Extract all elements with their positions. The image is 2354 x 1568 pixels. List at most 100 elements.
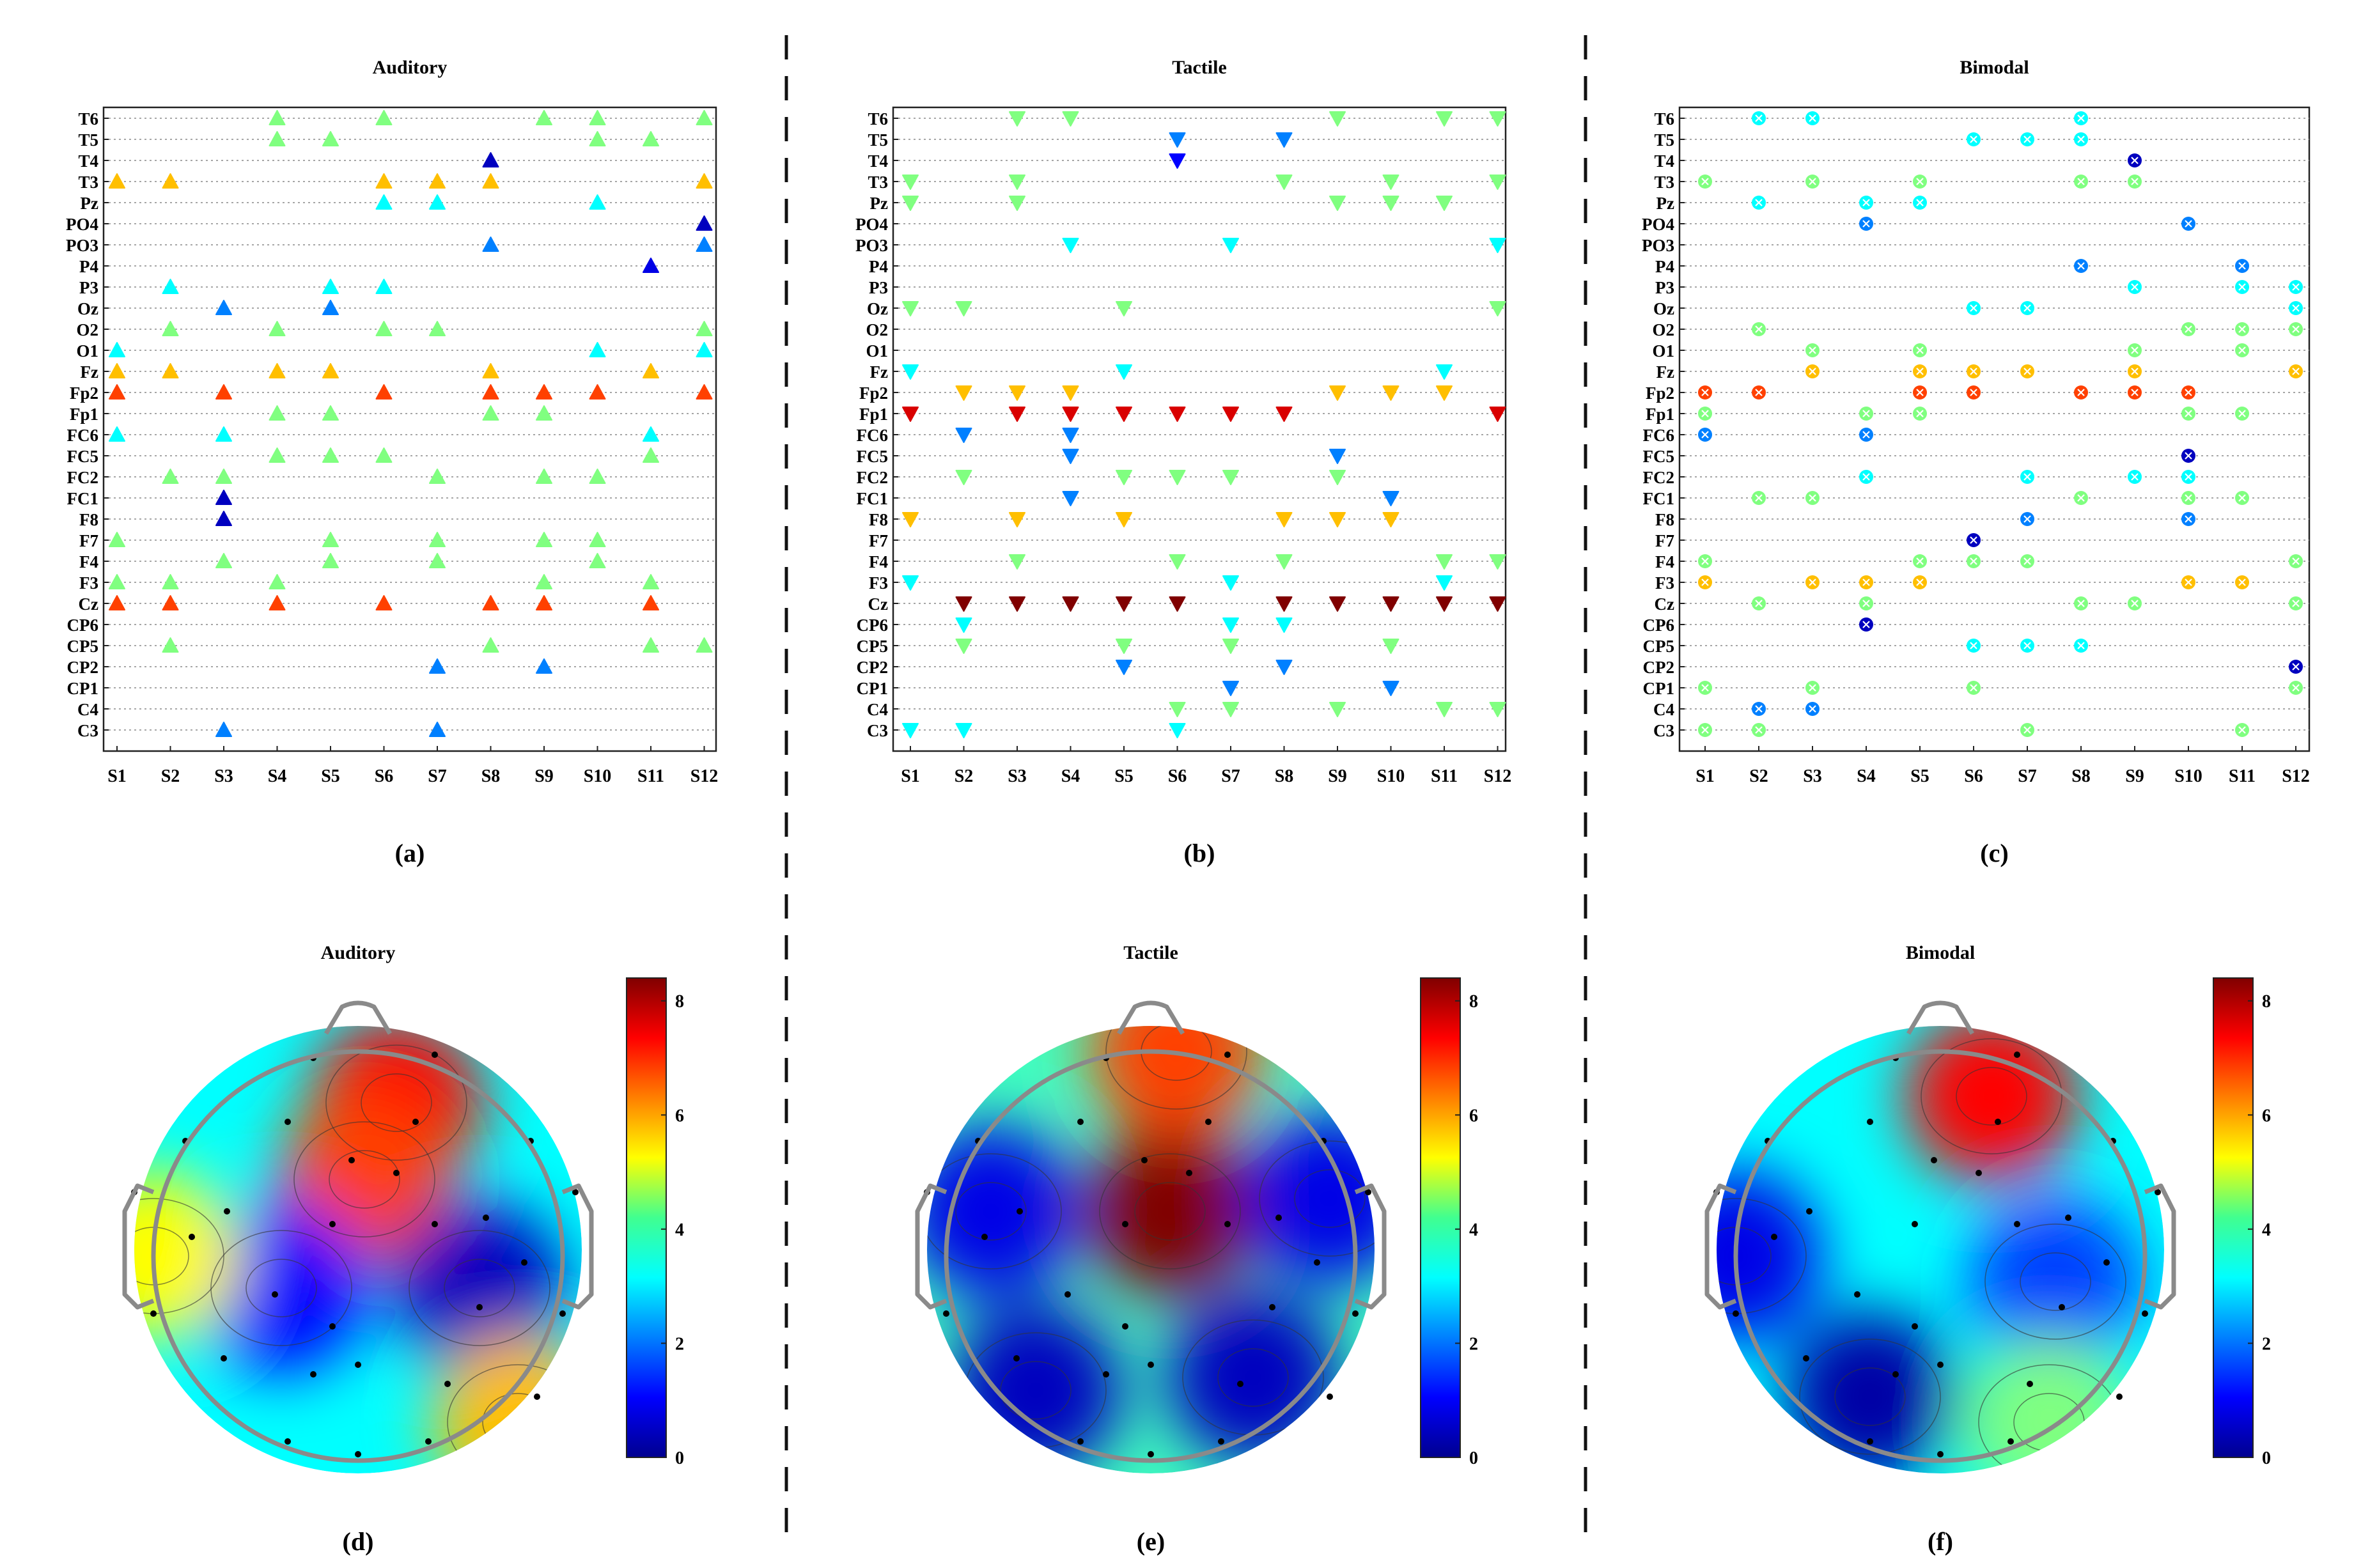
data-point-CP5-S2: [955, 639, 972, 654]
data-point-T3-S1: [1698, 175, 1712, 189]
data-point-Fz-S2: [162, 363, 179, 378]
data-point-Fp1-S4: [1062, 407, 1079, 422]
electrode-dot: [1803, 1355, 1809, 1362]
data-point-FC5-S4: [1062, 449, 1079, 464]
electrode-dot: [1224, 1221, 1231, 1227]
data-point-O1-S11: [2235, 343, 2249, 357]
contour-line: [1956, 1067, 2027, 1126]
data-point-O2-S2: [162, 321, 179, 336]
data-point-T5-S8: [2074, 132, 2088, 146]
data-point-P3-S5: [322, 279, 339, 294]
contour-line: [955, 1182, 1027, 1241]
data-point-T3-S12: [696, 173, 713, 189]
data-point-Cz-S4: [1859, 596, 1873, 610]
data-point-F3-S11: [2235, 575, 2249, 589]
data-point-F3-S7: [1222, 575, 1239, 591]
data-point-O2-S4: [269, 321, 286, 336]
y-tick-label: PO4: [855, 215, 888, 234]
data-point-Fp2-S10: [589, 384, 606, 400]
data-point-Fp1-S5: [1116, 407, 1132, 422]
data-point-O2-S10: [2181, 322, 2195, 336]
data-point-Cz-S8: [482, 595, 499, 610]
data-point-FC2-S7: [429, 469, 446, 484]
y-tick-label: CP1: [67, 679, 99, 698]
x-tick-label: S12: [1484, 766, 1512, 786]
electrode-dot: [272, 1291, 278, 1298]
x-tick-label: S11: [2229, 766, 2256, 786]
y-tick-label: T4: [1654, 151, 1674, 171]
contour-line: [1000, 1361, 1072, 1420]
colorbar-tick-label: 6: [2262, 1106, 2271, 1126]
data-point-Fp2-S6: [1967, 385, 1981, 400]
data-point-Pz-S11: [1436, 196, 1453, 211]
y-tick-label: T5: [1654, 130, 1674, 150]
y-tick-label: Fp1: [70, 405, 98, 424]
panel-label: (b): [1184, 839, 1215, 867]
electrode-dot: [534, 1393, 540, 1400]
data-point-FC1-S11: [2235, 491, 2249, 505]
y-tick-label: FC6: [1643, 426, 1675, 445]
data-point-Fz-S3: [1805, 364, 1820, 378]
data-point-F8-S10: [2181, 512, 2195, 526]
electrode-dot: [2116, 1393, 2123, 1400]
data-point-CP2-S5: [1116, 660, 1132, 675]
data-point-F8-S1: [902, 512, 919, 527]
data-point-F7-S5: [322, 532, 339, 547]
data-point-Fp1-S5: [322, 405, 339, 421]
data-point-CP5-S5: [1116, 639, 1132, 654]
y-tick-label: FC6: [67, 426, 99, 445]
data-point-T3-S8: [1275, 175, 1293, 190]
x-tick-label: S7: [1221, 766, 1240, 786]
data-point-Fp2-S10: [2181, 385, 2195, 400]
y-tick-label: FC2: [857, 468, 889, 487]
data-point-Fp1-S1: [1698, 407, 1712, 421]
data-point-FC5-S5: [322, 447, 339, 463]
data-point-FC2-S4: [1859, 470, 1873, 484]
electrode-dot: [1224, 1052, 1231, 1058]
y-tick-label: CP2: [67, 658, 99, 677]
data-point-O1-S9: [2128, 343, 2142, 357]
data-point-PO3-S12: [1489, 238, 1506, 253]
data-point-T3-S9: [2128, 175, 2142, 189]
data-point-Cz-S2: [162, 595, 179, 610]
y-tick-label: T6: [78, 109, 98, 128]
electrode-dot: [1237, 1381, 1243, 1387]
electrode-dot: [2142, 1310, 2148, 1317]
data-point-Fp2-S2: [955, 385, 972, 401]
data-point-FC2-S10: [589, 469, 606, 484]
data-point-F3-S4: [269, 574, 286, 589]
data-point-FC2-S5: [1116, 470, 1132, 485]
x-tick-label: S5: [321, 766, 340, 786]
electrode-dot: [2014, 1052, 2020, 1058]
nose-outline: [1906, 1000, 1975, 1035]
left-ear-outline: [122, 1183, 155, 1310]
y-tick-label: F3: [79, 573, 98, 593]
x-tick-label: S1: [1695, 766, 1715, 786]
y-tick-label: P4: [869, 257, 888, 276]
y-tick-label: P3: [79, 278, 98, 297]
colorbar-tick-label: 6: [1469, 1106, 1478, 1126]
data-point-T6-S12: [1489, 111, 1506, 127]
data-point-F4-S12: [1489, 554, 1506, 570]
data-point-Cz-S9: [536, 595, 552, 610]
y-tick-label: P3: [869, 278, 888, 297]
data-point-C3-S3: [215, 722, 232, 737]
y-tick-label: O1: [866, 341, 888, 361]
data-point-FC6-S3: [215, 426, 232, 442]
data-point-T6-S9: [536, 110, 552, 125]
x-tick-label: S3: [214, 766, 233, 786]
data-point-Fz-S12: [2289, 364, 2303, 378]
y-tick-label: CP2: [1643, 658, 1675, 677]
x-tick-label: S8: [1275, 766, 1294, 786]
contour-line: [2020, 1252, 2091, 1311]
data-point-Fz-S4: [269, 363, 286, 378]
electrode-dot: [981, 1234, 988, 1240]
data-point-F7-S10: [589, 532, 606, 547]
data-point-O2-S11: [2235, 322, 2249, 336]
data-point-Fp2-S8: [482, 384, 499, 400]
contour-line: [1921, 1038, 2062, 1154]
electrode-dot: [572, 1189, 579, 1195]
y-tick-label: CP5: [1643, 637, 1675, 656]
data-point-F3-S4: [1859, 575, 1873, 589]
x-tick-label: S5: [1910, 766, 1929, 786]
